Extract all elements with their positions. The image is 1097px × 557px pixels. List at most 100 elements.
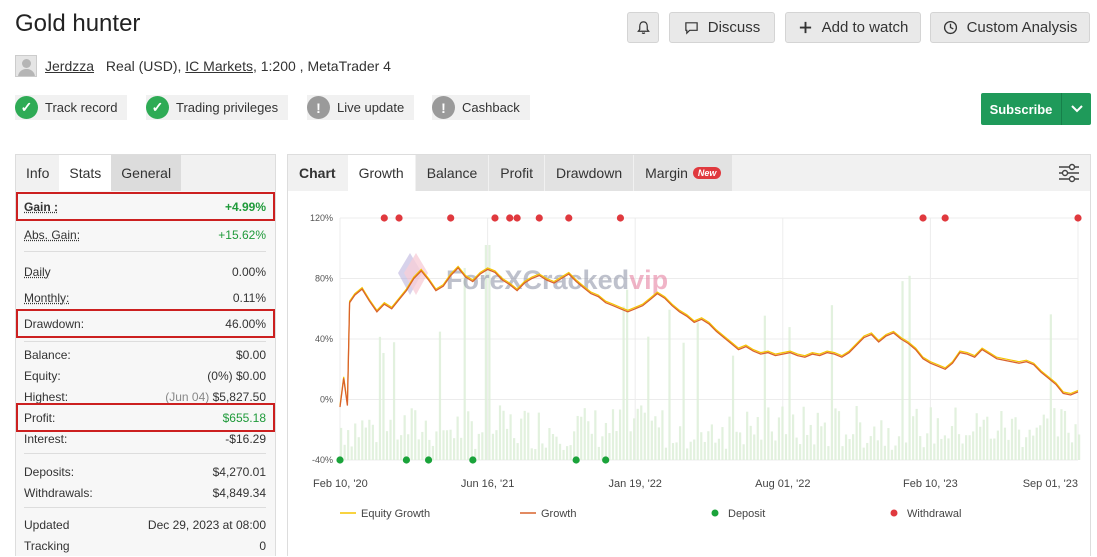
stats-panel: Info Stats General Gain : +4.99% Abs. Ga… bbox=[15, 154, 276, 556]
user-link[interactable]: Jerdzza bbox=[45, 58, 95, 74]
volume-bar bbox=[841, 446, 844, 460]
tab-info[interactable]: Info bbox=[26, 165, 50, 181]
badge-live-update[interactable]: ! Live update bbox=[307, 95, 415, 120]
notifications-button[interactable] bbox=[627, 12, 659, 43]
volume-bar bbox=[597, 446, 600, 460]
volume-bar bbox=[809, 424, 812, 460]
volume-bar bbox=[650, 420, 653, 460]
badge-trading-privileges[interactable]: ✓ Trading privileges bbox=[146, 95, 289, 120]
volume-bar bbox=[1028, 429, 1031, 460]
deposit-marker bbox=[469, 456, 477, 464]
growth-chart[interactable]: ForeXCrackedvip 120% 80% 40% 0% -40% Feb 10,… bbox=[288, 191, 1090, 557]
exclamation-icon: ! bbox=[432, 96, 455, 119]
volume-bar bbox=[513, 438, 516, 460]
volume-bar bbox=[403, 415, 406, 460]
volume-bar bbox=[717, 438, 721, 460]
volume-bar bbox=[343, 444, 346, 460]
deposit-marker bbox=[572, 456, 580, 464]
volume-bar bbox=[784, 434, 788, 460]
stat-gain: Gain : +4.99% bbox=[24, 200, 266, 214]
subscribe-button[interactable]: Subscribe bbox=[981, 93, 1091, 125]
volume-bar bbox=[633, 418, 636, 460]
volume-bar bbox=[421, 431, 424, 460]
volume-bar bbox=[876, 440, 879, 460]
volume-bar bbox=[947, 438, 950, 460]
legend-swatch bbox=[890, 509, 898, 517]
volume-bar bbox=[392, 342, 396, 460]
volume-bar bbox=[724, 448, 728, 460]
volume-bar bbox=[979, 426, 982, 460]
tab-growth[interactable]: Growth bbox=[347, 155, 415, 191]
chevron-down-icon[interactable] bbox=[1061, 93, 1091, 125]
volume-bar bbox=[435, 431, 438, 460]
volume-bar bbox=[580, 416, 583, 460]
volume-bar bbox=[428, 439, 431, 460]
volume-bar bbox=[491, 433, 495, 460]
withdrawal-marker bbox=[535, 214, 543, 222]
volume-bar bbox=[534, 449, 537, 460]
tab-drawdown[interactable]: Drawdown bbox=[544, 155, 634, 191]
watermark-text: ForeXCracked bbox=[446, 265, 629, 295]
stat-withdrawals: Withdrawals: $4,849.34 bbox=[24, 486, 266, 500]
volume-bar bbox=[862, 447, 865, 460]
withdrawal-marker bbox=[919, 214, 927, 222]
volume-bar bbox=[502, 410, 505, 460]
withdrawal-marker bbox=[616, 214, 625, 222]
volume-bar bbox=[767, 407, 770, 460]
broker-link[interactable]: IC Markets bbox=[185, 58, 253, 74]
volume-bar bbox=[361, 420, 364, 460]
volume-bar bbox=[1078, 434, 1081, 460]
volume-bar bbox=[986, 416, 989, 460]
badge-cashback[interactable]: ! Cashback bbox=[432, 95, 530, 120]
custom-analysis-button[interactable]: Custom Analysis bbox=[930, 12, 1090, 43]
volume-bar bbox=[664, 447, 668, 460]
tab-general[interactable]: General bbox=[111, 155, 182, 191]
volume-bar bbox=[340, 427, 343, 460]
volume-bar bbox=[558, 443, 562, 460]
volume-bar bbox=[844, 434, 848, 460]
volume-bar bbox=[576, 415, 579, 460]
legend-swatch bbox=[711, 509, 719, 517]
volume-bar bbox=[887, 428, 890, 460]
volume-bar bbox=[470, 421, 473, 460]
volume-bar bbox=[636, 408, 639, 460]
volume-bar bbox=[830, 305, 834, 460]
settings-sliders-icon[interactable] bbox=[1058, 162, 1080, 184]
volume-bar bbox=[922, 447, 925, 460]
svg-text:ForeXCrackedvip: ForeXCrackedvip bbox=[446, 265, 668, 295]
volume-bar bbox=[1010, 418, 1014, 460]
discuss-button[interactable]: Discuss bbox=[669, 12, 775, 43]
volume-bar bbox=[866, 442, 869, 460]
volume-bar bbox=[1042, 414, 1045, 460]
tab-margin[interactable]: Margin New bbox=[634, 155, 733, 191]
volume-bar bbox=[1017, 429, 1021, 460]
volume-bar bbox=[837, 411, 841, 460]
volume-bar bbox=[873, 426, 876, 460]
volume-bar bbox=[671, 443, 675, 460]
avatar[interactable] bbox=[15, 55, 37, 77]
tab-profit[interactable]: Profit bbox=[489, 155, 544, 191]
tab-stats[interactable]: Stats bbox=[59, 155, 112, 191]
volume-bar bbox=[904, 442, 908, 460]
volume-bar bbox=[968, 435, 971, 460]
stat-daily: Daily 0.00% bbox=[24, 265, 266, 279]
page-title: Gold hunter bbox=[15, 10, 141, 37]
volume-bar bbox=[544, 447, 548, 460]
tab-balance[interactable]: Balance bbox=[415, 155, 489, 191]
volume-bar bbox=[551, 433, 555, 460]
volume-bar bbox=[791, 414, 795, 460]
volume-bar bbox=[417, 439, 420, 460]
volume-bar bbox=[781, 406, 784, 460]
volume-bar bbox=[1014, 417, 1017, 460]
tab-chart[interactable]: Chart bbox=[288, 155, 347, 191]
add-to-watch-button[interactable]: Add to watch bbox=[785, 12, 921, 43]
volume-bar bbox=[912, 416, 915, 460]
volume-bar bbox=[735, 431, 738, 460]
badge-track-record[interactable]: ✓ Track record bbox=[15, 95, 128, 120]
withdrawal-marker bbox=[1074, 214, 1082, 222]
volume-bar bbox=[573, 431, 576, 460]
stat-profit: Profit: $655.18 bbox=[24, 411, 266, 425]
withdrawal-marker bbox=[395, 214, 403, 222]
volume-bar bbox=[894, 445, 897, 460]
badge-label: Track record bbox=[45, 100, 118, 115]
